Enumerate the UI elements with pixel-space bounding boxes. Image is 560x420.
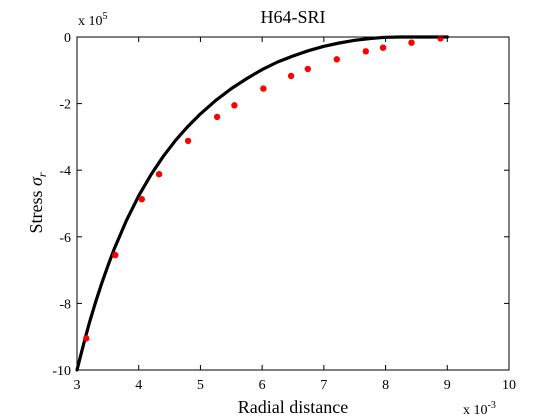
x-tick-label: 7 (320, 378, 327, 393)
y-axis-label: Stress σr (26, 172, 49, 233)
stress-curve (75, 35, 449, 372)
x-multiplier: x 10-3 (463, 400, 496, 418)
axis-ticks: 3 4 5 6 7 8 9 10 -10 -8 -6 -4 -2 0 (52, 31, 516, 393)
data-marker (155, 171, 163, 178)
y-tick-label: -8 (59, 297, 71, 312)
y-tick-label: -10 (52, 364, 71, 379)
data-marker (287, 72, 295, 80)
data-marker (304, 65, 311, 73)
x-tick-label: 10 (502, 378, 516, 393)
y-tick-label: -6 (59, 231, 71, 246)
data-marker (138, 196, 145, 203)
x-multiplier-exp: -3 (488, 400, 496, 411)
chart-title: H64-SRI (260, 7, 325, 27)
data-marker (231, 102, 238, 109)
plot-frame (76, 36, 510, 371)
data-marker (379, 44, 387, 51)
data-marker (260, 85, 267, 92)
y-axis-label-symbol: σ (26, 176, 46, 186)
data-marker (408, 39, 415, 46)
x-tick-label: 4 (135, 378, 142, 393)
y-axis-label-text: Stress (26, 186, 46, 234)
plot-marks (75, 35, 449, 372)
y-tick-label: -2 (59, 98, 71, 113)
data-marker (437, 35, 444, 42)
data-marker (112, 251, 119, 259)
y-multiplier-base: x 10 (78, 14, 103, 29)
y-axis-label-subscript: r (35, 172, 49, 177)
y-tick-label: -4 (59, 164, 71, 179)
data-marker (362, 48, 369, 55)
x-tick-label: 3 (74, 378, 81, 393)
data-marker (83, 335, 90, 342)
x-tick-label: 9 (444, 378, 451, 393)
x-tick-label: 6 (259, 378, 266, 393)
data-marker (184, 137, 192, 145)
x-tick-label: 8 (382, 378, 389, 393)
x-tick-label: 5 (197, 378, 204, 393)
x-multiplier-base: x 10 (463, 403, 488, 418)
data-marker (213, 113, 221, 121)
y-multiplier: x 105 (78, 11, 108, 29)
data-marker (333, 56, 340, 63)
x-axis-label: Radial distance (238, 397, 348, 417)
y-tick-label: 0 (64, 31, 71, 46)
y-multiplier-exp: 5 (103, 11, 108, 22)
